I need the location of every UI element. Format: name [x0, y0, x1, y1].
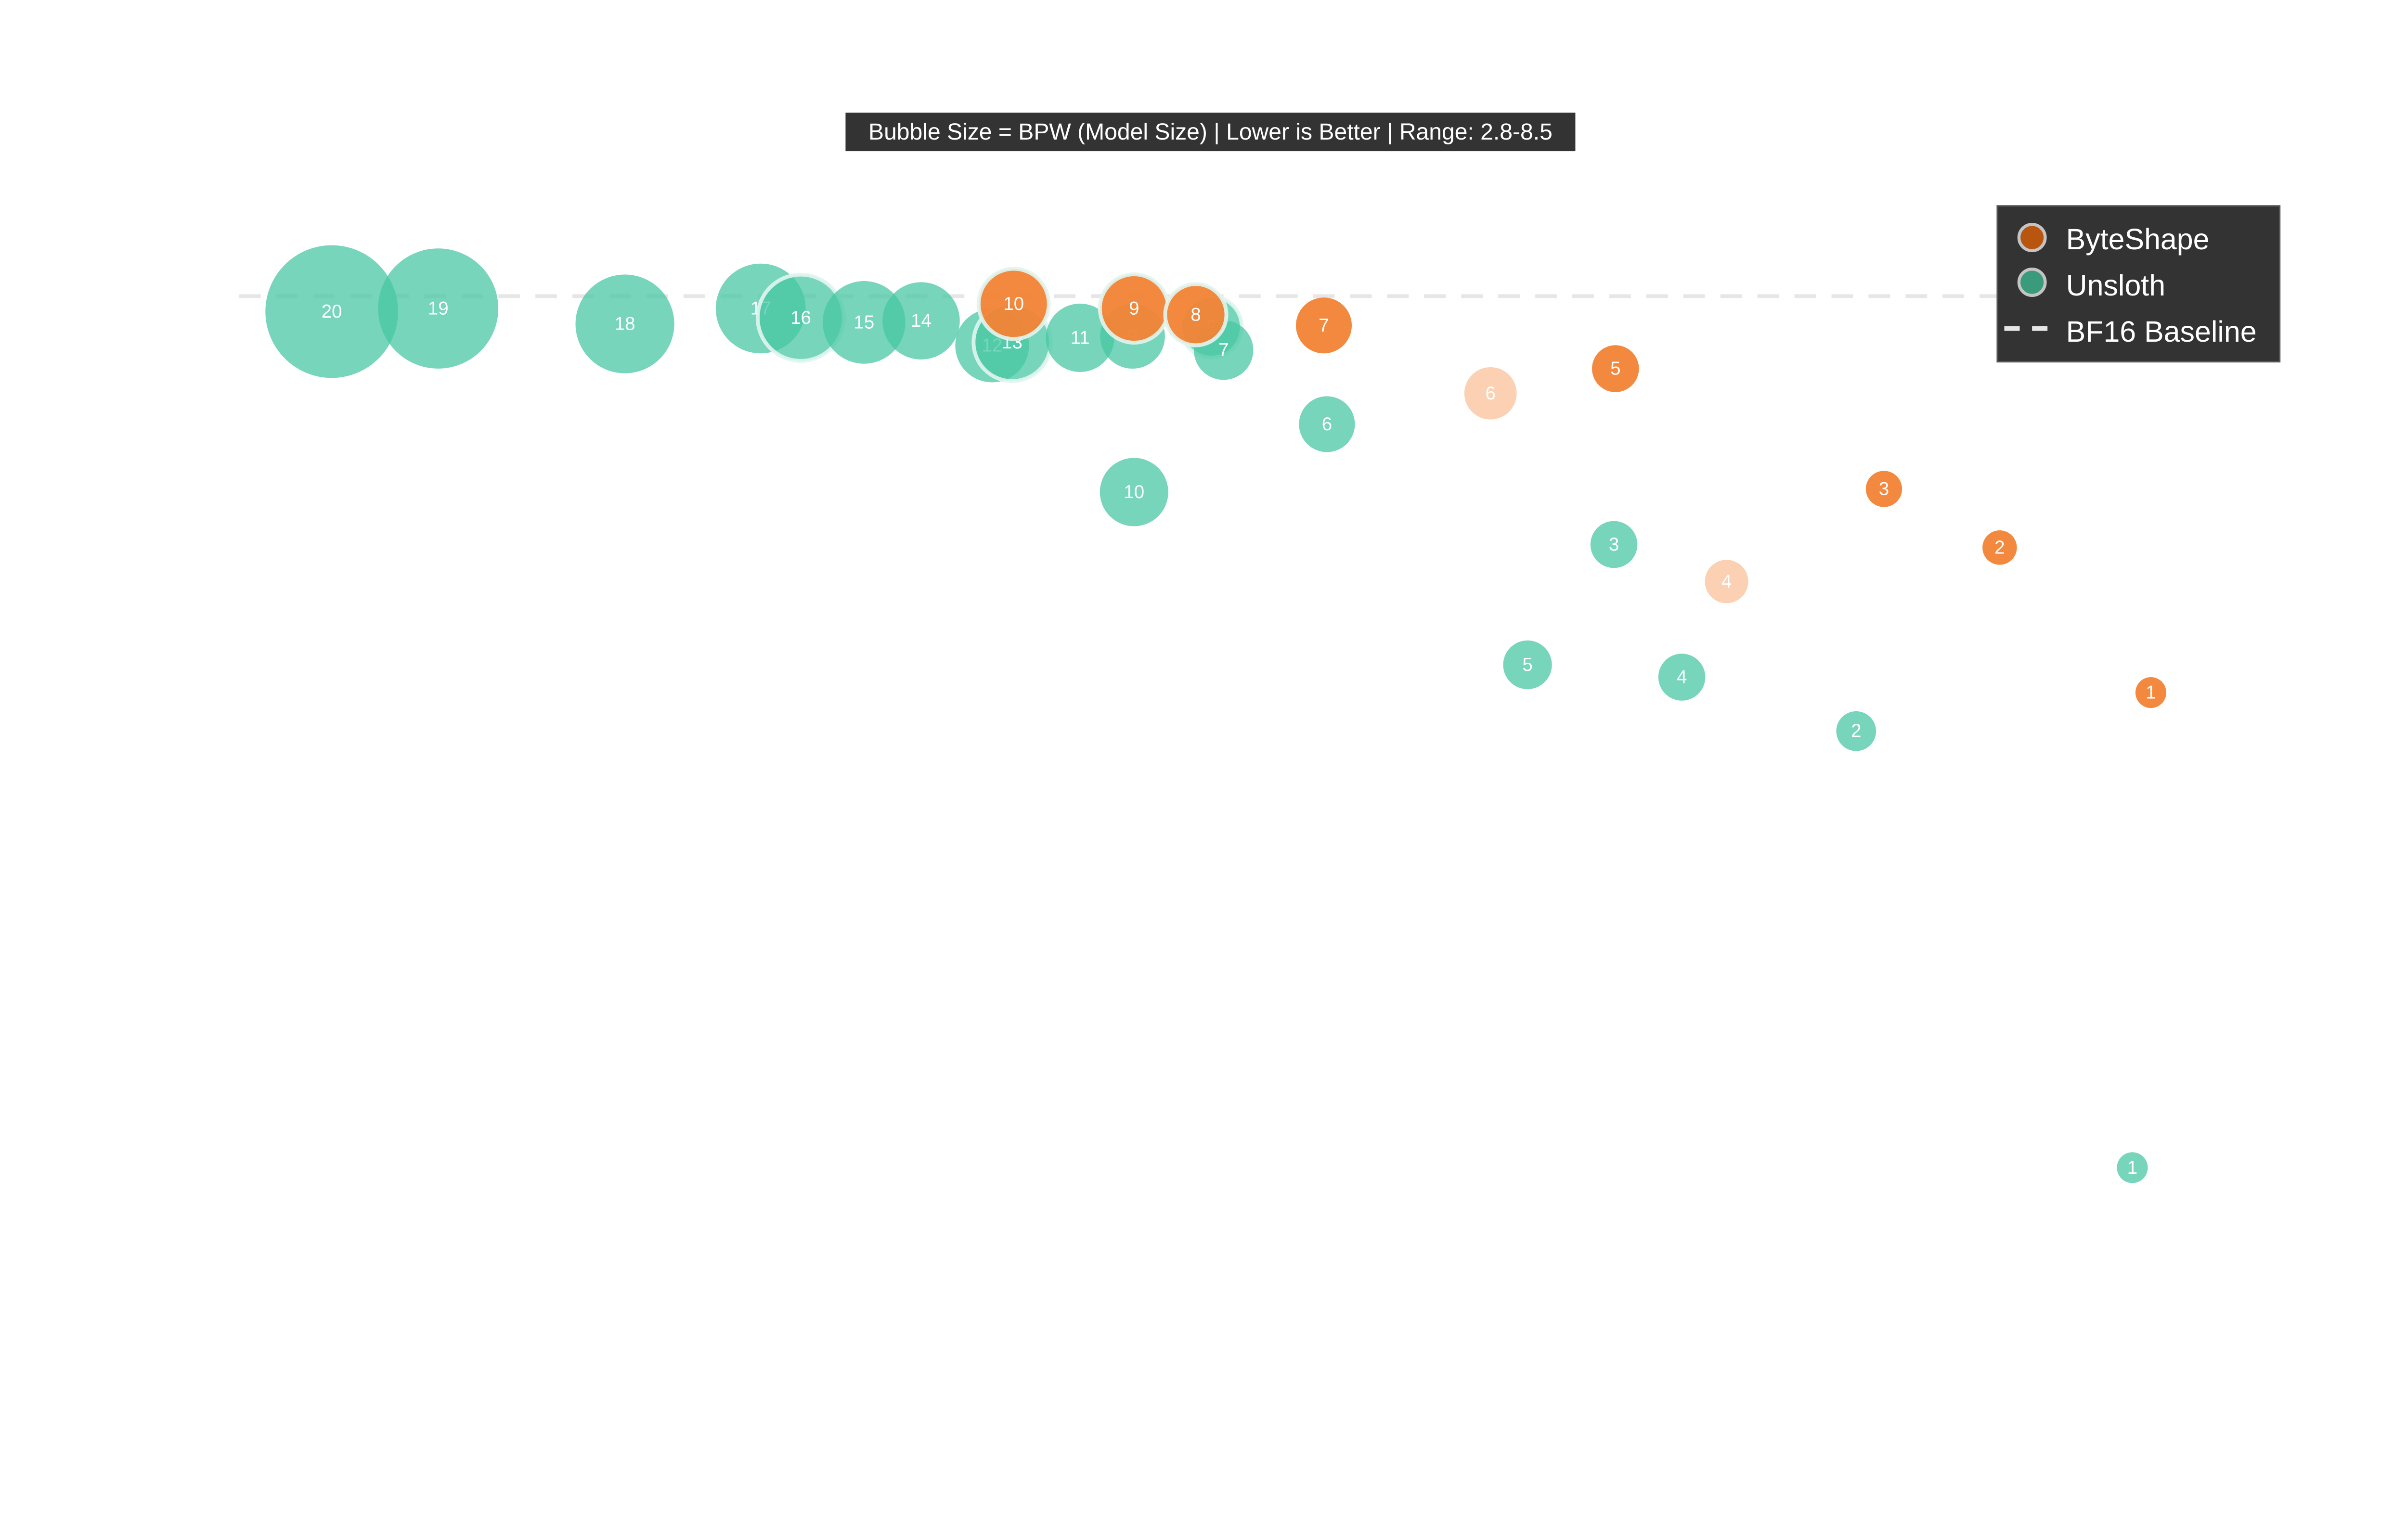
bubble-byteshape-3[interactable]: 3: [1865, 471, 1902, 507]
bubbles-layer: 2019181716151412131110987654321109876543…: [265, 245, 2166, 1183]
bubble-unsloth-6[interactable]: 6: [1299, 396, 1355, 452]
bubble-marker[interactable]: [1163, 282, 1229, 347]
bubble-marker[interactable]: [1836, 711, 1876, 751]
bubble-unsloth-5[interactable]: 5: [1503, 640, 1552, 690]
bubble-byteshape-7[interactable]: 7: [1295, 297, 1352, 354]
subtitle-box: Bubble Size = BPW (Model Size) | Lower i…: [845, 112, 1576, 152]
bubble-chart: 2019181716151412131110987654321109876543…: [239, 112, 2281, 1183]
bubble-unsloth-2[interactable]: 2: [1836, 711, 1876, 751]
bubble-label: 7: [1319, 315, 1329, 336]
bubble-label: 8: [1191, 304, 1201, 325]
bubble-marker[interactable]: [1100, 458, 1168, 526]
bubble-marker[interactable]: [575, 274, 674, 373]
bubble-byteshape-4[interactable]: 4: [1705, 560, 1748, 603]
bubble-label: 6: [1322, 414, 1332, 435]
legend-item-baseline[interactable]: BF16 Baseline: [2004, 315, 2257, 348]
bubble-unsloth-14[interactable]: 14: [882, 282, 960, 359]
bubble-marker[interactable]: [1299, 396, 1355, 452]
chart-subtitle: Bubble Size = BPW (Model Size) | Lower i…: [868, 119, 1553, 145]
bubble-label: 1: [2146, 682, 2156, 703]
bubble-marker[interactable]: [823, 281, 906, 364]
bubble-marker[interactable]: [882, 282, 960, 359]
bubble-marker[interactable]: [378, 248, 499, 369]
bubble-unsloth-11[interactable]: 11: [1046, 303, 1114, 372]
byteshape-marker-icon: [2017, 223, 2047, 253]
bubble-byteshape-5[interactable]: 5: [1592, 345, 1639, 392]
bubble-byteshape-1[interactable]: 1: [2135, 677, 2166, 708]
bubble-label: 11: [1071, 327, 1090, 348]
bubble-marker[interactable]: [1590, 521, 1638, 568]
bubble-label: 3: [1879, 479, 1889, 500]
unsloth-marker-icon: [2017, 268, 2047, 297]
bubble-marker[interactable]: [976, 267, 1051, 341]
bubble-label: 19: [428, 298, 449, 319]
legend: ByteShape Unsloth BF16 Baseline: [1996, 205, 2281, 363]
legend-label-baseline: BF16 Baseline: [2066, 315, 2257, 348]
bubble-label: 14: [911, 310, 932, 331]
legend-item-byteshape[interactable]: ByteShape: [2017, 223, 2210, 256]
bubble-label: 5: [1522, 654, 1532, 675]
bubble-label: 5: [1610, 359, 1620, 379]
bubble-unsloth-19[interactable]: 19: [378, 248, 499, 369]
bubble-marker[interactable]: [1046, 303, 1114, 372]
bubble-marker[interactable]: [1295, 297, 1352, 354]
bubble-unsloth-16[interactable]: 16: [755, 272, 846, 363]
bubble-label: 6: [1485, 383, 1495, 404]
bubble-label: 4: [1721, 571, 1732, 592]
bubble-marker[interactable]: [2117, 1152, 2148, 1183]
bubble-marker[interactable]: [1464, 367, 1517, 420]
bubble-byteshape-9[interactable]: 9: [1098, 272, 1170, 345]
bubble-marker[interactable]: [1982, 530, 2017, 565]
bubble-marker[interactable]: [1865, 471, 1902, 507]
bubble-unsloth-20[interactable]: 20: [265, 245, 398, 378]
bubble-label: 7: [1218, 340, 1229, 360]
bubble-marker[interactable]: [1503, 640, 1552, 690]
bubble-label: 2: [1851, 721, 1861, 742]
legend-item-unsloth[interactable]: Unsloth: [2017, 268, 2165, 302]
bubble-label: 16: [790, 308, 811, 328]
bubble-byteshape-6[interactable]: 6: [1464, 367, 1517, 420]
bubble-marker[interactable]: [1705, 560, 1748, 603]
bubble-marker[interactable]: [1658, 654, 1706, 701]
bubble-unsloth-10[interactable]: 10: [1100, 458, 1168, 526]
bubble-marker[interactable]: [265, 245, 398, 378]
bubble-byteshape-2[interactable]: 2: [1982, 530, 2017, 565]
bubble-byteshape-8[interactable]: 8: [1163, 282, 1229, 347]
bubble-marker[interactable]: [2135, 677, 2166, 708]
bubble-label: 9: [1129, 298, 1139, 319]
bubble-label: 4: [1677, 667, 1687, 688]
bubble-label: 3: [1609, 534, 1619, 555]
bubble-label: 1: [2127, 1157, 2137, 1178]
bubble-label: 10: [1003, 294, 1024, 314]
bubble-unsloth-1[interactable]: 1: [2117, 1152, 2148, 1183]
bubble-label: 2: [1994, 537, 2005, 558]
bubble-label: 15: [854, 312, 874, 333]
bubble-unsloth-15[interactable]: 15: [823, 281, 906, 364]
bubble-label: 20: [322, 301, 342, 322]
bubble-label: 18: [615, 314, 635, 334]
bubble-unsloth-18[interactable]: 18: [575, 274, 674, 373]
bubble-byteshape-10[interactable]: 10: [976, 267, 1051, 341]
bubble-unsloth-3[interactable]: 3: [1590, 521, 1638, 568]
legend-label-unsloth: Unsloth: [2066, 269, 2165, 302]
bubble-marker[interactable]: [1592, 345, 1639, 392]
bubble-label: 10: [1124, 482, 1144, 502]
bubble-unsloth-4[interactable]: 4: [1658, 654, 1706, 701]
legend-label-byteshape: ByteShape: [2066, 223, 2210, 256]
